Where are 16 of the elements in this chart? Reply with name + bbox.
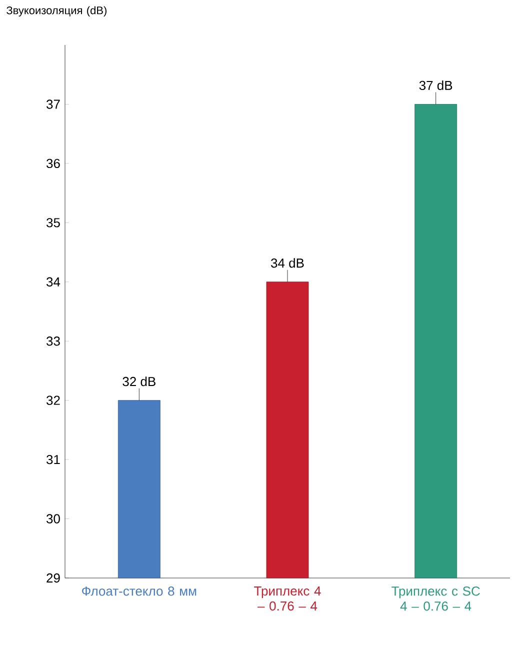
y-tick-label: 36 [46,158,60,168]
y-tick-label: 32 [46,396,60,405]
x-tick-label: Триплекс с SC 4 – 0.76 – 4 [392,586,480,611]
y-tick-label: 37 [46,100,60,109]
data-label: 34 dB [271,258,304,268]
y-tick-label: 35 [46,218,60,228]
x-tick-label: Флоат-стекло 8 мм [82,586,196,596]
y-tick-label: 33 [46,336,60,346]
y-tick-label: 29 [46,573,60,583]
y-tick-label: 34 [46,277,60,286]
x-tick-label: Триплекс 4 – 0.76 – 4 [254,586,321,611]
y-axis-title: Звукоизоляция (dB) [6,6,106,16]
y-tick-label: 30 [46,514,60,524]
y-tick-label: 31 [46,454,60,464]
data-label: 32 dB [122,376,156,386]
data-label: 37 dB [419,80,452,90]
